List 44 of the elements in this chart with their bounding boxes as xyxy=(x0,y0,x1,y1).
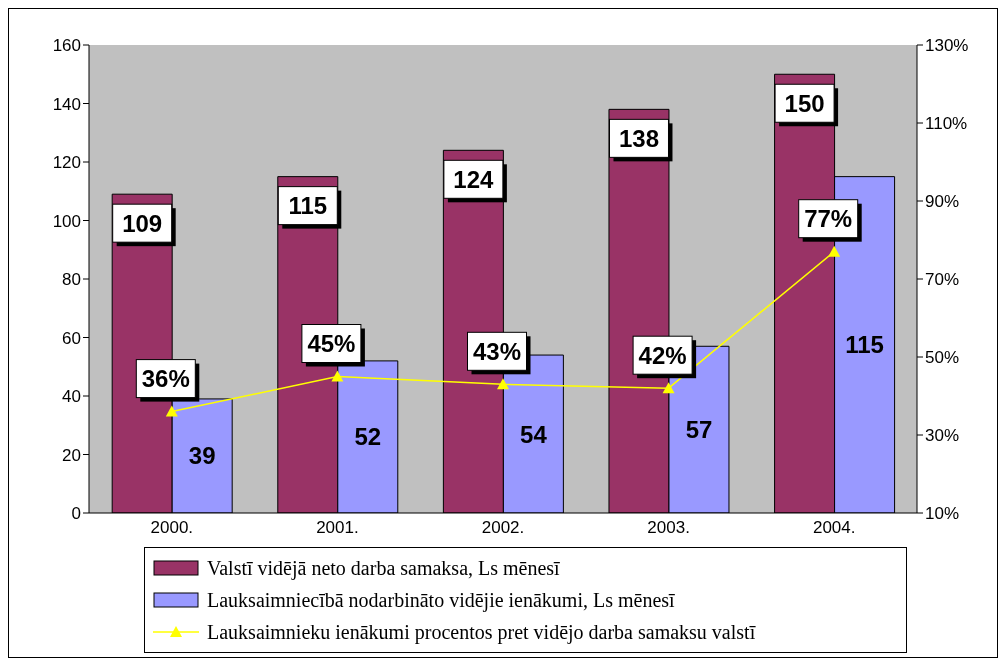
point xyxy=(497,378,509,390)
y-tick-label: 120 xyxy=(52,153,81,173)
y-tick-label: 40 xyxy=(62,387,81,407)
data-label: 39 xyxy=(188,442,216,470)
data-label: 138 xyxy=(618,124,660,152)
x-tick-label: 2000. xyxy=(150,518,194,538)
data-label: 150 xyxy=(784,89,825,117)
data-label: 42% xyxy=(638,341,687,369)
y2-tick-label: 110% xyxy=(925,114,968,134)
y2-tick-label: 50% xyxy=(925,348,960,368)
legend-label: Lauksaimnieku ienākumi procentos pret vidējo darba samaksu valstī xyxy=(207,620,756,644)
point xyxy=(662,382,675,394)
x-tick-label: 2003. xyxy=(647,518,690,538)
y2-tick-label: 90% xyxy=(925,192,960,212)
y-tick-label: 140 xyxy=(52,94,81,114)
y-tick-label: 100 xyxy=(52,211,81,231)
point xyxy=(331,370,344,382)
y-tick-label: 0 xyxy=(71,504,81,524)
y2-tick-label: 30% xyxy=(925,426,960,446)
data-label: 43% xyxy=(472,337,522,365)
point xyxy=(165,405,178,417)
data-label: 57 xyxy=(685,416,713,444)
y-tick-label: 160 xyxy=(52,36,81,56)
x-tick-label: 2002. xyxy=(481,518,525,538)
data-label: 109 xyxy=(122,209,163,237)
x-tick-label: 2001. xyxy=(316,518,359,538)
point xyxy=(828,245,841,257)
y-tick-label: 80 xyxy=(62,270,81,290)
data-label: 115 xyxy=(288,192,328,220)
y2-tick-label: 130% xyxy=(925,36,969,56)
x-tick-label: 2004. xyxy=(812,518,856,538)
legend-label: Lauksaimniecībā nodarbināto vidējie ienākumi, Ls mēnesī xyxy=(207,588,675,612)
data-label: 124 xyxy=(453,165,495,193)
data-label: 52 xyxy=(354,423,382,451)
data-label: 77% xyxy=(804,205,853,233)
y2-tick-label: 70% xyxy=(925,270,960,290)
data-label: 36% xyxy=(141,365,190,393)
data-label: 45% xyxy=(307,330,356,357)
y-tick-label: 60 xyxy=(62,328,81,348)
y2-tick-label: 10% xyxy=(925,504,960,524)
y-tick-label: 20 xyxy=(62,445,81,465)
data-label: 54 xyxy=(520,420,548,448)
data-label: 115 xyxy=(845,331,884,359)
legend-label: Valstī vidējā neto darba samaksa, Ls mēnesī xyxy=(207,556,560,580)
